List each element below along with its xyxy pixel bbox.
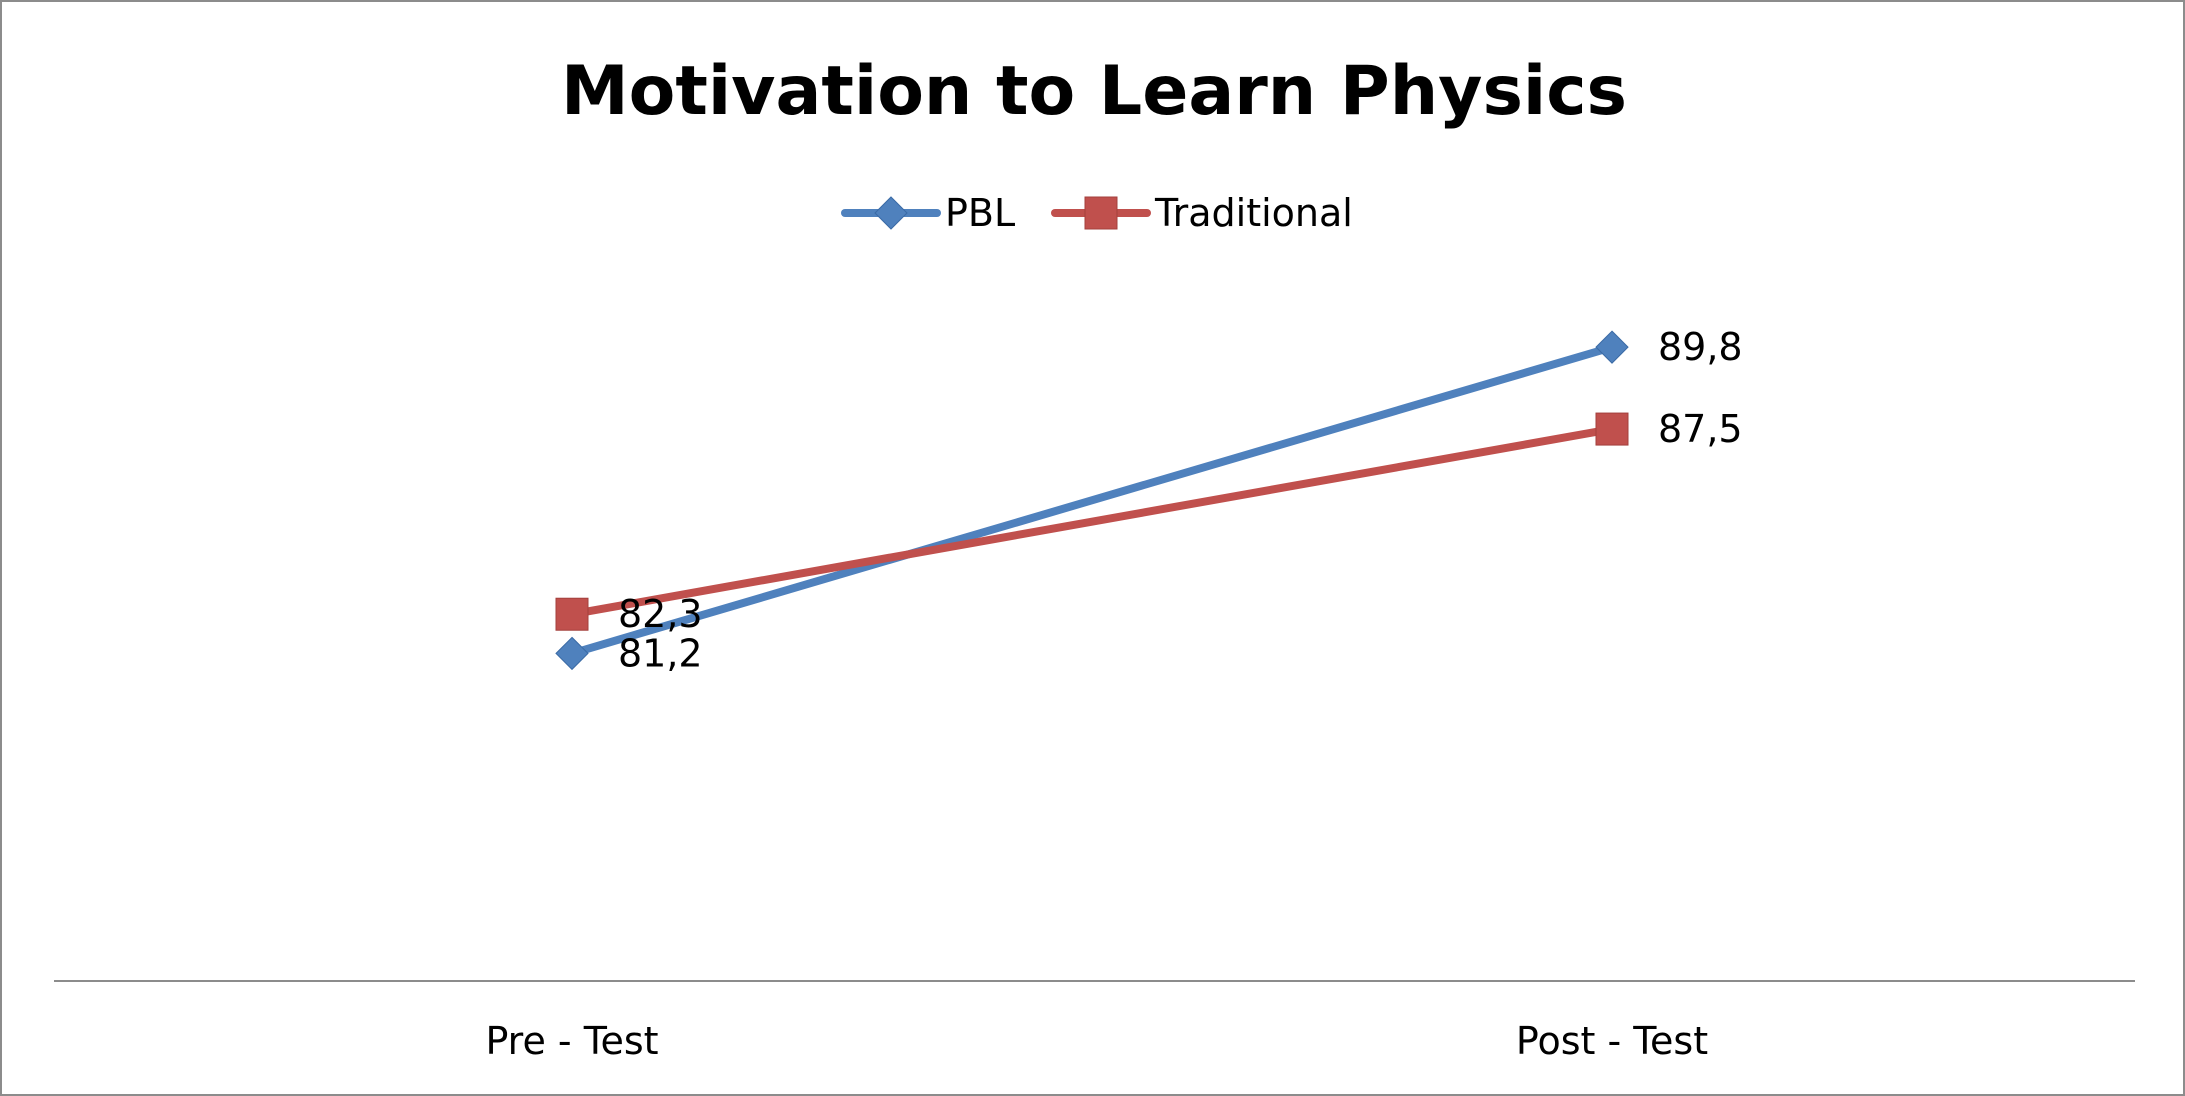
legend-item-traditional: Traditional: [1051, 191, 1353, 235]
series-line-traditional: [568, 425, 1616, 619]
data-point-traditional: [1595, 412, 1629, 446]
x-tick-label: Pre - Test: [485, 1019, 658, 1063]
chart-title: Motivation to Learn Physics: [561, 52, 1627, 131]
data-label-pbl: 89,8: [1658, 325, 1743, 369]
data-label-traditional: 82,3: [618, 592, 703, 636]
x-tick-label: Post - Test: [1516, 1019, 1708, 1063]
x-axis-tick-labels: Pre - Test Post - Test: [485, 1019, 1708, 1063]
series-layer: [555, 330, 1629, 671]
legend-marker: [874, 196, 908, 230]
legend: PBL Traditional: [841, 191, 1353, 235]
data-point-pbl: [1595, 330, 1629, 364]
data-point-traditional: [555, 597, 589, 631]
legend-marker: [1084, 196, 1118, 230]
data-point-pbl: [555, 636, 589, 671]
data-label-traditional: 87,5: [1658, 407, 1743, 451]
data-labels: 81,2 89,8 82,3 87,5: [618, 325, 1743, 675]
legend-label: PBL: [945, 191, 1015, 235]
data-label-pbl: 81,2: [618, 631, 703, 675]
series-line-pbl: [568, 343, 1616, 658]
legend-item-pbl: PBL: [841, 191, 1015, 235]
legend-label: Traditional: [1154, 191, 1353, 235]
